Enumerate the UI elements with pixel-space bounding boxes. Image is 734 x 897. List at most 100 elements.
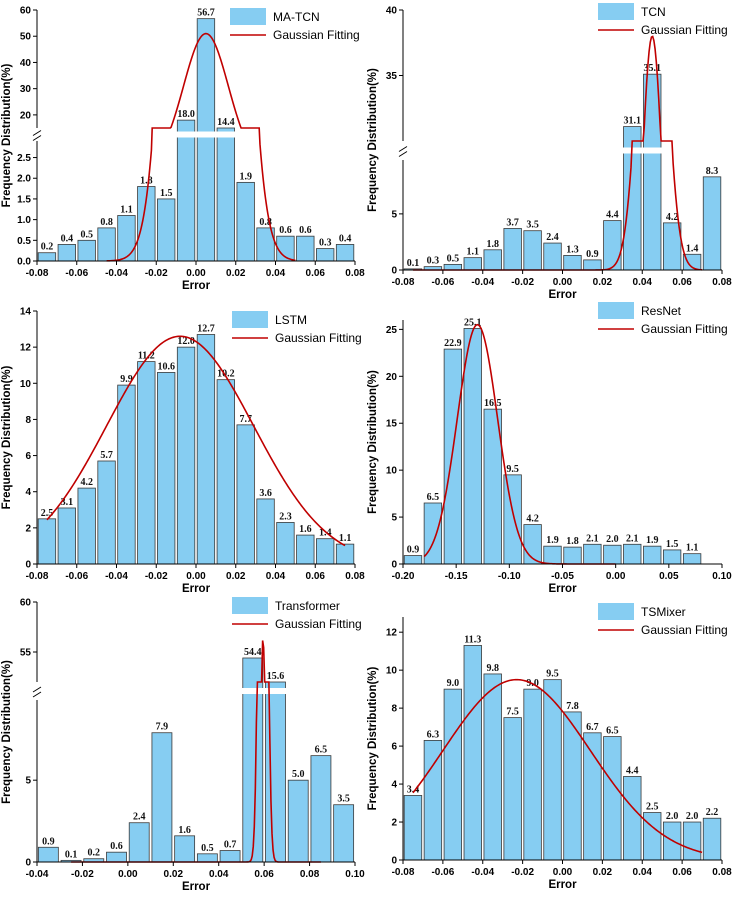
bar-value-label: 16.5 — [484, 398, 502, 409]
bar-value-label: 1.8 — [486, 239, 499, 250]
bar-value-label: 0.8 — [259, 217, 272, 228]
x-tick-label: 0.08 — [345, 571, 365, 582]
x-tick-label: -0.04 — [105, 571, 128, 582]
axis-break-gap — [39, 131, 353, 138]
y-tick-label: 40 — [20, 58, 32, 69]
x-tick-label: 0.00 — [186, 268, 206, 279]
bar-value-label: 12.0 — [177, 336, 195, 347]
histogram-bar — [157, 372, 176, 565]
x-tick-label: 0.04 — [633, 277, 653, 288]
bar-value-label: 9.5 — [546, 669, 559, 680]
histogram-bar — [523, 688, 542, 861]
x-axis-label: Error — [548, 879, 577, 891]
histogram-bar — [335, 543, 355, 565]
histogram-bar — [483, 673, 502, 861]
histogram-bar — [196, 334, 216, 565]
histogram-bar — [443, 348, 463, 565]
bar-value-label: 1.9 — [546, 535, 559, 546]
y-tick-label: 20 — [386, 372, 398, 383]
y-axis-label: Frequency Distribution(%) — [1, 365, 13, 509]
legend-swatch-bars — [598, 302, 634, 319]
bar-value-label: 6.3 — [427, 729, 440, 740]
x-tick-label: 0.06 — [672, 867, 692, 878]
histogram-bar — [643, 812, 662, 861]
bar-value-label: 6.7 — [586, 722, 599, 733]
bar-value-label: 9.5 — [506, 464, 519, 475]
legend-swatch-bars — [230, 8, 266, 25]
axis-break-gap — [405, 147, 720, 154]
bar-value-label: 7.7 — [239, 414, 252, 425]
gaussian-fit-curve — [412, 678, 703, 854]
x-tick-label: 0.02 — [593, 277, 613, 288]
y-tick-label: 60 — [20, 6, 32, 17]
x-axis-label: Error — [548, 289, 577, 301]
x-tick-label: -0.02 — [511, 867, 534, 878]
histogram-bar — [37, 518, 57, 565]
bar-value-label: 5.0 — [292, 769, 305, 780]
x-tick-label: -0.02 — [145, 571, 168, 582]
x-tick-label: 0.04 — [266, 268, 286, 279]
bar-value-label: 18.0 — [177, 109, 195, 120]
histogram-bar — [276, 522, 295, 565]
bar-value-label: 7.9 — [156, 722, 169, 733]
bar-value-label: 35.1 — [643, 63, 661, 74]
histogram-bar — [403, 795, 423, 861]
bar-value-label: 4.2 — [526, 514, 539, 525]
histogram-bar — [256, 498, 275, 565]
y-tick-label: 0 — [25, 858, 31, 869]
axis-break-marker — [32, 130, 42, 141]
x-tick-label: -0.08 — [392, 277, 415, 288]
bar-value-label: 3.1 — [61, 497, 74, 508]
bar-value-label: 2.3 — [279, 511, 292, 522]
y-tick-label: 10 — [20, 379, 32, 390]
bar-value-label: 7.5 — [506, 707, 519, 718]
x-tick-label: 0.02 — [164, 869, 184, 880]
histogram-bar — [333, 804, 355, 863]
histogram-bar — [157, 198, 176, 262]
bar-value-label: 0.6 — [110, 841, 123, 852]
y-tick-label: 5 — [391, 513, 397, 524]
histogram-bar — [682, 553, 702, 565]
legend-label-bars: TSMixer — [641, 605, 686, 619]
chart-panel-3: 2.5 3.1 4.2 5.7 9.9 11.210.6 12.012.7 10.2 7.7 3.… — [1, 307, 365, 596]
chart-panel-1: 0.2 0.4 0.5 0.8 1.1 1.8 1.5 18.0 56.7 14.4 1.9 0.8 0… — [1, 6, 365, 293]
histogram-bar — [463, 645, 482, 861]
histogram-bar — [77, 239, 96, 262]
y-tick-label: 0 — [25, 560, 31, 571]
histogram-bar — [702, 176, 722, 271]
x-tick-label: -0.04 — [471, 277, 494, 288]
x-tick-label: 0.04 — [266, 571, 286, 582]
bar-value-label: 3.4 — [407, 784, 420, 795]
bar-value-label: 1.8 — [566, 536, 579, 547]
y-tick-label: 6 — [391, 742, 397, 753]
bar-value-label: 14.4 — [217, 117, 235, 128]
x-tick-label: -0.06 — [431, 867, 454, 878]
x-tick-label: -0.15 — [445, 571, 468, 582]
bar-value-label: 2.0 — [666, 811, 679, 822]
x-tick-label: 0.08 — [345, 268, 365, 279]
y-tick-label: 0.0 — [17, 257, 31, 268]
x-tick-label: -0.06 — [65, 268, 88, 279]
x-tick-label: 0.04 — [209, 869, 229, 880]
bar-value-label: 4.2 — [666, 212, 679, 223]
x-tick-label: -0.02 — [145, 268, 168, 279]
histogram-bar — [603, 544, 622, 565]
histogram-bar — [443, 688, 463, 861]
bar-value-label: 0.9 — [407, 545, 420, 556]
histogram-bar — [623, 543, 642, 565]
bar-value-label: 0.3 — [427, 256, 440, 267]
histogram-bar — [97, 227, 116, 262]
x-tick-label: 0.00 — [553, 277, 573, 288]
y-tick-label: 0 — [391, 856, 397, 867]
bar-value-label: 0.6 — [299, 225, 312, 236]
chart-panel-4: 0.9 6.5 22.925.1 16.5 9.5 4.2 1.9 1.8 2.1 2.0 2.1 1… — [367, 302, 732, 595]
bar-value-label: 4.4 — [626, 765, 639, 776]
legend-label-bars: LSTM — [275, 313, 307, 327]
x-axis-label: Error — [182, 881, 211, 893]
histogram-bar — [662, 549, 682, 565]
histogram-bar — [463, 328, 482, 565]
x-axis-label: Error — [182, 583, 211, 595]
bar-value-label: 4.2 — [80, 477, 93, 488]
bar-value-label: 1.1 — [339, 533, 352, 544]
y-tick-label: 0 — [391, 266, 397, 277]
